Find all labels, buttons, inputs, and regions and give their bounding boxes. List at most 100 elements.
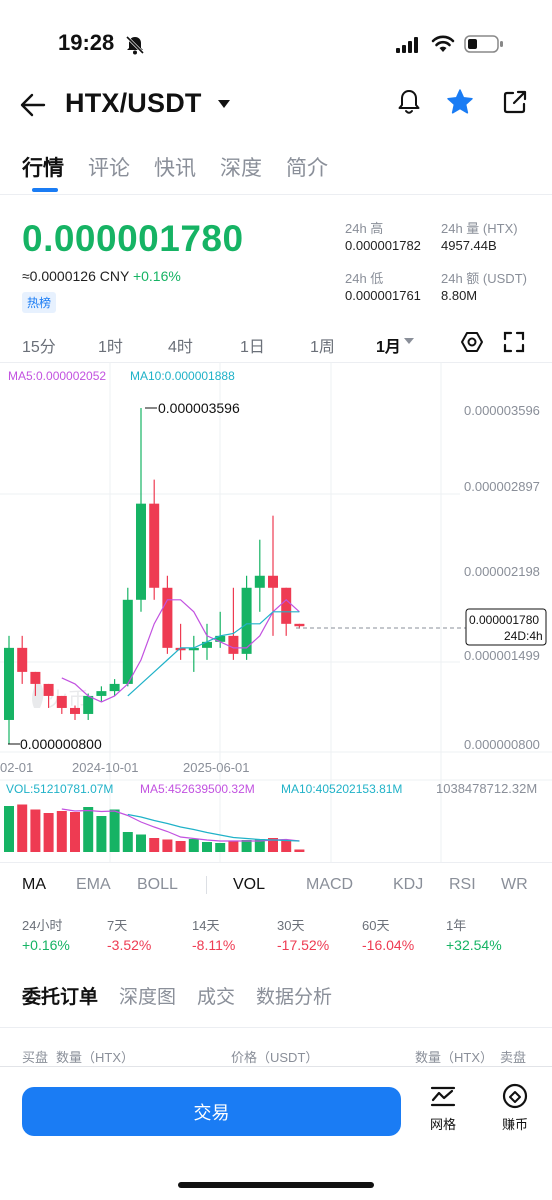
- tab-intro[interactable]: 简介: [286, 157, 328, 180]
- period-label: 1年: [446, 918, 467, 933]
- volume-bar: [162, 839, 173, 852]
- volume-24h-value: 4957.44B: [441, 238, 497, 253]
- share-icon[interactable]: [502, 89, 528, 115]
- period-change-value: +32.54%: [446, 937, 502, 953]
- candle-down: [149, 503, 160, 588]
- tab-market[interactable]: 行情: [22, 157, 64, 180]
- candle-down: [56, 695, 67, 708]
- interval-4h[interactable]: 4时: [168, 339, 193, 356]
- interval-15m[interactable]: 15分: [22, 339, 56, 356]
- back-arrow-icon[interactable]: [20, 92, 46, 118]
- indicator-boll[interactable]: BOLL: [137, 876, 178, 893]
- earn-coin-icon: [502, 1083, 528, 1109]
- ask-qty-label: 数量（HTX）: [415, 1050, 494, 1065]
- volume-bar: [56, 811, 67, 852]
- price-tick-label: 0.000003596: [464, 403, 540, 418]
- candle-up: [215, 635, 226, 642]
- candle-down: [17, 647, 28, 672]
- candle-down: [281, 587, 292, 624]
- candle-up: [202, 641, 212, 648]
- volume-bar: [70, 812, 80, 852]
- ma10-line: [127, 611, 300, 697]
- volume-ma5-line: [61, 808, 300, 842]
- max-price-label: 0.000003596: [158, 400, 240, 416]
- ask-label: 卖盘: [500, 1050, 527, 1065]
- period-label: 7天: [107, 918, 128, 933]
- tab-orders[interactable]: 委托订单: [22, 987, 99, 1008]
- candle-up: [96, 691, 107, 696]
- price-tick-label: 0.000002897: [464, 479, 540, 494]
- bell-muted-icon: [125, 35, 145, 55]
- indicator-vol[interactable]: VOL: [233, 876, 266, 893]
- divider: [0, 194, 552, 195]
- candlestick-chart[interactable]: 火币 MA5:0.000002052 MA10:0.000001888 0.00…: [0, 362, 552, 862]
- earn-label: 赚币: [501, 1117, 528, 1132]
- favorite-star-icon[interactable]: [446, 88, 474, 116]
- volume-24h-label: 24h 量 (HTX): [441, 221, 518, 236]
- trade-button[interactable]: 交易: [22, 1087, 401, 1136]
- bid-qty-label: 数量（HTX）: [56, 1050, 135, 1065]
- price-label: 价格（USDT）: [231, 1050, 319, 1065]
- low-24h-label: 24h 低: [345, 271, 384, 286]
- date-label: 2024-10-01: [72, 760, 139, 775]
- indicator-ma[interactable]: MA: [22, 876, 46, 893]
- volume-bar: [109, 809, 120, 852]
- volume-bar: [96, 816, 107, 852]
- status-time: 19:28: [58, 30, 115, 55]
- volume-bar: [175, 841, 186, 852]
- indicator-ema[interactable]: EMA: [76, 876, 111, 893]
- indicator-wr[interactable]: WR: [501, 876, 528, 893]
- volume-bar: [4, 806, 14, 852]
- candle-down: [30, 671, 41, 684]
- indicator-divider: [206, 876, 207, 894]
- price-tick-label: 0.000000800: [464, 737, 540, 752]
- tab-news[interactable]: 快讯: [154, 157, 196, 180]
- ma5-line: [61, 598, 300, 703]
- interval-1w[interactable]: 1周: [310, 339, 335, 356]
- tab-depth-chart[interactable]: 深度图: [119, 987, 177, 1008]
- high-24h-label: 24h 高: [345, 221, 384, 236]
- volume-bar: [83, 807, 94, 852]
- tab-depth[interactable]: 深度: [220, 157, 262, 180]
- volume-bar: [281, 839, 292, 852]
- interval-caret-icon[interactable]: [404, 338, 414, 345]
- chart-grid: [0, 362, 552, 862]
- grid-button[interactable]: 网格: [413, 1082, 473, 1133]
- candle-up: [122, 599, 133, 684]
- tab-trades[interactable]: 成交: [197, 987, 236, 1008]
- fullscreen-icon[interactable]: [503, 331, 525, 353]
- volume-label: VOL:51210781.07M: [6, 782, 113, 796]
- interval-1d[interactable]: 1日: [240, 339, 265, 356]
- volume-ma5-label: MA5:452639500.32M: [140, 782, 255, 796]
- chart-settings-icon[interactable]: [460, 330, 484, 354]
- tab-comments[interactable]: 评论: [88, 157, 130, 180]
- indicator-kdj[interactable]: KDJ: [393, 876, 424, 893]
- current-price-value: 0.000001780: [469, 613, 539, 627]
- bell-icon[interactable]: [396, 88, 422, 116]
- candle-up: [109, 683, 120, 692]
- price-tick-label: 0.000002198: [464, 564, 540, 579]
- candle-up: [4, 647, 14, 720]
- interval-1h[interactable]: 1时: [98, 339, 123, 356]
- volume-bar: [122, 832, 133, 852]
- caret-down-icon[interactable]: [216, 98, 232, 110]
- pair-title[interactable]: HTX/USDT: [65, 88, 202, 118]
- grid-trading-icon: [430, 1086, 456, 1107]
- tab-data-analysis[interactable]: 数据分析: [256, 987, 333, 1008]
- candle-down: [162, 587, 173, 648]
- interval-1mo[interactable]: 1月: [376, 339, 401, 356]
- hot-list-badge[interactable]: 热榜: [22, 292, 57, 313]
- indicator-macd[interactable]: MACD: [306, 876, 354, 893]
- earn-button[interactable]: 赚币: [485, 1082, 545, 1133]
- volume-bar: [188, 839, 199, 852]
- divider: [0, 1027, 552, 1028]
- current-price-box: [465, 608, 547, 646]
- volume-ma10-line: [127, 813, 300, 842]
- battery-icon: [464, 35, 503, 53]
- candle-countdown: 24D:4h: [504, 629, 543, 643]
- svg-text:火币: 火币: [48, 687, 88, 711]
- candle-down: [228, 635, 239, 654]
- period-change-value: -3.52%: [107, 937, 152, 953]
- indicator-rsi[interactable]: RSI: [449, 876, 476, 893]
- volume-bar: [215, 843, 226, 852]
